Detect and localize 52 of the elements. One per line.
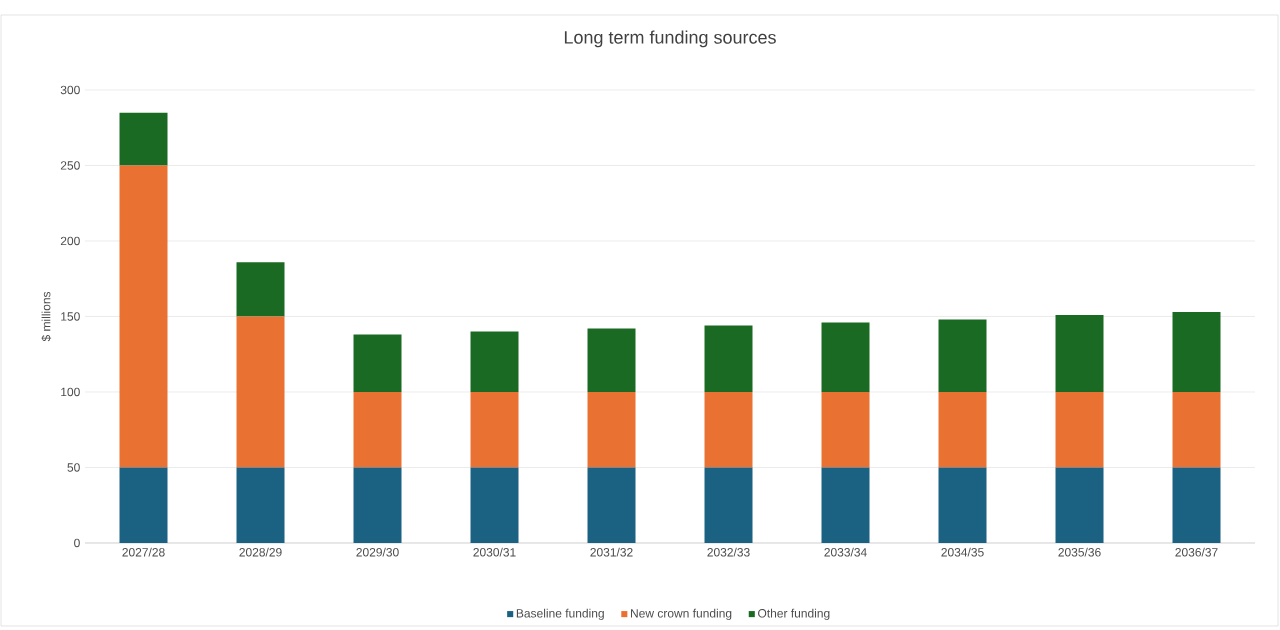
x-tick-label: 2028/29 [239, 547, 282, 557]
bar [470, 391, 519, 468]
x-tick-label: 2027/28 [122, 547, 165, 557]
bar [938, 467, 987, 543]
x-tick-label: 2032/33 [707, 547, 750, 557]
x-tick-label: 2031/32 [590, 547, 633, 557]
bar [119, 112, 168, 166]
legend-label: New crown funding [631, 608, 732, 620]
bar [353, 391, 402, 468]
bar [587, 328, 636, 392]
bar [821, 467, 870, 543]
bar [353, 334, 402, 392]
x-tick-label: 2029/30 [356, 547, 399, 557]
bar [587, 391, 636, 468]
y-tick-label: 0 [74, 538, 80, 548]
y-axis-title: $ millions [41, 291, 52, 342]
bar [704, 467, 753, 543]
legend-label: Baseline funding [516, 608, 604, 620]
bar [470, 331, 519, 392]
bar [938, 391, 987, 468]
bar [470, 467, 519, 543]
bar [938, 319, 987, 392]
x-tick-label: 2034/35 [941, 547, 984, 557]
x-tick-label: 2030/31 [473, 547, 516, 557]
bar [119, 165, 168, 468]
legend-label: Other funding [758, 608, 830, 620]
bar [353, 467, 402, 543]
bar [1055, 314, 1104, 392]
y-tick-label: 250 [60, 161, 80, 170]
y-tick-label: 300 [60, 85, 80, 95]
bar [236, 316, 285, 468]
bar [236, 262, 285, 317]
x-tick-label: 2033/34 [824, 547, 867, 557]
y-tick-label: 100 [61, 387, 80, 397]
bar [704, 325, 753, 392]
bar [821, 322, 870, 392]
y-tick-label: 150 [61, 312, 80, 321]
y-tick-label: 200 [60, 236, 80, 246]
bar [1172, 467, 1221, 543]
chart-title: Long term funding sources [564, 30, 776, 48]
bar [587, 467, 636, 543]
bar [1055, 391, 1104, 468]
bar [1172, 391, 1221, 468]
bar [1055, 467, 1104, 543]
bar [1172, 311, 1221, 392]
bar [236, 467, 285, 543]
bar [119, 467, 168, 543]
y-tick-label: 50 [67, 463, 80, 472]
bar [704, 391, 753, 468]
x-tick-label: 2036/37 [1175, 547, 1218, 557]
bar [821, 391, 870, 468]
x-tick-label: 2035/36 [1058, 547, 1101, 557]
